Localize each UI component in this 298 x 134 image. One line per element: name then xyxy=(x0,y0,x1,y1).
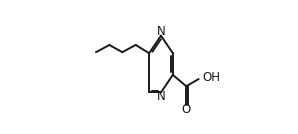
Text: O: O xyxy=(182,103,191,116)
Text: OH: OH xyxy=(202,71,220,85)
Text: N: N xyxy=(157,25,165,38)
Text: N: N xyxy=(157,90,165,103)
